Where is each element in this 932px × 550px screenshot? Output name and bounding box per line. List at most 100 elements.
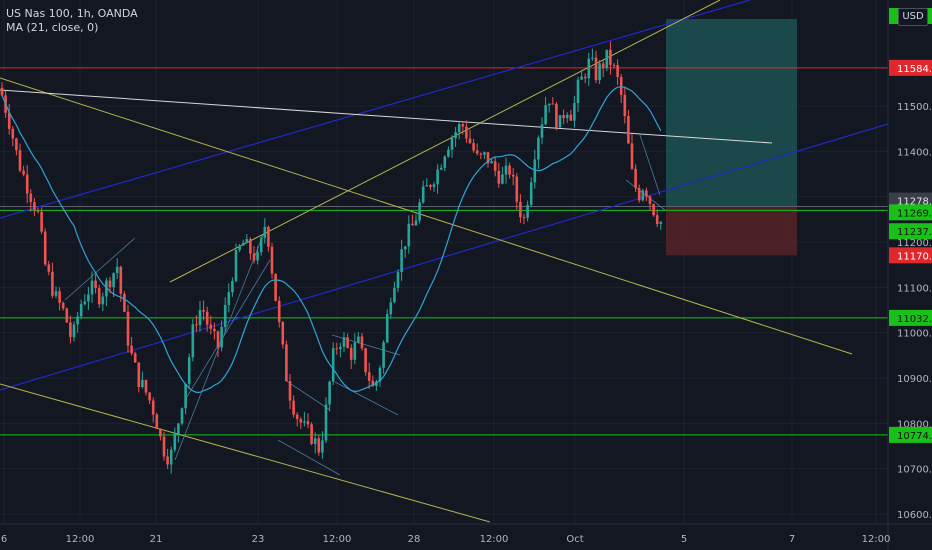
trend-lines[interactable]	[0, 0, 889, 523]
price-tag-bg	[889, 59, 932, 76]
candle-body	[339, 346, 342, 350]
price-axis[interactable]: 10600.0 10700.0 10800.0 10900.0 11000.0 11100…	[887, 0, 932, 550]
candle-body	[569, 114, 573, 121]
candle-body	[331, 348, 335, 382]
candle-body	[263, 226, 267, 238]
candle-body	[191, 324, 195, 358]
chart-legend: US Nas 100, 1h, OANDA MA (21, close, 0)	[6, 7, 138, 35]
candle-body	[177, 423, 180, 434]
time-axis[interactable]: 6 12:00 21 23 12:00 28 12:00 Oct 5 7 12:00	[0, 523, 932, 545]
candle-body	[526, 204, 529, 218]
pattern-line	[277, 439, 341, 476]
price-tag-bg	[889, 223, 932, 240]
candle-body	[328, 381, 331, 405]
candle-body	[83, 301, 87, 305]
candle-body	[591, 57, 594, 59]
candle-body	[76, 316, 79, 325]
candle-body	[101, 296, 105, 305]
candle-body	[648, 196, 652, 205]
candle-body	[112, 273, 115, 288]
candle-body	[533, 159, 537, 183]
candle-body	[205, 311, 209, 325]
price-tag-bg	[889, 309, 932, 326]
candle-body	[267, 226, 270, 247]
candle-body	[357, 336, 360, 343]
candle-body	[169, 449, 173, 465]
candle-body	[627, 115, 630, 144]
candle-body	[33, 202, 36, 211]
time-tick-label: 5	[681, 534, 687, 545]
currency-button[interactable]: USD	[898, 8, 928, 26]
candle-body	[47, 264, 51, 272]
indicator-title[interactable]: MA (21, close, 0)	[6, 21, 99, 34]
candle-body	[245, 239, 249, 243]
symbol-title[interactable]: US Nas 100, 1h, OANDA	[6, 7, 138, 20]
pattern-line	[334, 381, 399, 416]
candle-body	[15, 138, 18, 151]
candle-body	[270, 246, 274, 274]
candle-body	[234, 250, 238, 281]
candle-body	[252, 253, 256, 261]
candle-body	[292, 400, 295, 415]
candle-body	[378, 367, 382, 382]
candle-body	[133, 353, 137, 363]
time-tick-label: 21	[150, 534, 163, 545]
candle-body	[450, 138, 454, 150]
price-tick-label: 11000.0	[897, 329, 932, 340]
price-tag-label: 11170.6	[897, 251, 932, 262]
candle-body	[256, 252, 259, 261]
candle-body	[594, 57, 598, 81]
candle-body	[25, 174, 29, 194]
price-tag-label: 10774.5	[897, 431, 932, 442]
yellow-rising-line	[169, 0, 721, 283]
candle-body	[609, 49, 612, 65]
price-tick-label: 10800.0	[897, 419, 932, 430]
candle-body	[97, 287, 101, 305]
candle-body	[637, 188, 641, 201]
candle-body	[295, 414, 299, 420]
candlestick-series	[0, 41, 663, 474]
candle-body	[565, 114, 569, 119]
candle-body	[238, 245, 241, 251]
candle-body	[274, 273, 277, 301]
candle-body	[465, 126, 468, 139]
price-tag-label: 11278.2	[897, 197, 932, 208]
candle-body	[400, 249, 403, 273]
candle-body	[249, 239, 252, 254]
candle-body	[321, 440, 324, 453]
yellow-lower-line	[0, 383, 491, 523]
candle-body	[231, 280, 234, 293]
candle-body	[443, 156, 447, 168]
candle-body	[141, 379, 144, 388]
candle-body	[468, 138, 472, 143]
candle-body	[277, 300, 281, 322]
candle-body	[508, 165, 511, 175]
candle-body	[436, 169, 439, 185]
candle-body	[61, 302, 65, 309]
candle-body	[299, 419, 303, 423]
candle-body	[634, 168, 637, 189]
candle-body	[486, 152, 490, 164]
candle-body	[540, 124, 544, 138]
price-tick-label: 11200.0	[897, 238, 932, 249]
time-tick-label: 12:00	[862, 534, 891, 545]
candle-body	[385, 314, 389, 343]
time-tick-label: 12:00	[323, 534, 352, 545]
candle-body	[461, 124, 465, 127]
candle-body	[558, 115, 562, 128]
candle-body	[285, 344, 288, 382]
price-tag-label: 11032.6	[897, 314, 932, 325]
candle-body	[79, 304, 83, 317]
candle-body	[551, 103, 555, 105]
price-tick-label: 11400.0	[897, 147, 932, 158]
position-tool[interactable]	[666, 19, 797, 256]
candle-body	[342, 337, 346, 347]
candle-body	[457, 124, 461, 133]
candle-body	[29, 193, 33, 203]
candle-body	[504, 165, 508, 175]
candle-body	[349, 347, 353, 360]
candle-body	[223, 305, 227, 327]
pattern-line	[184, 259, 271, 401]
candle-body	[317, 438, 321, 453]
